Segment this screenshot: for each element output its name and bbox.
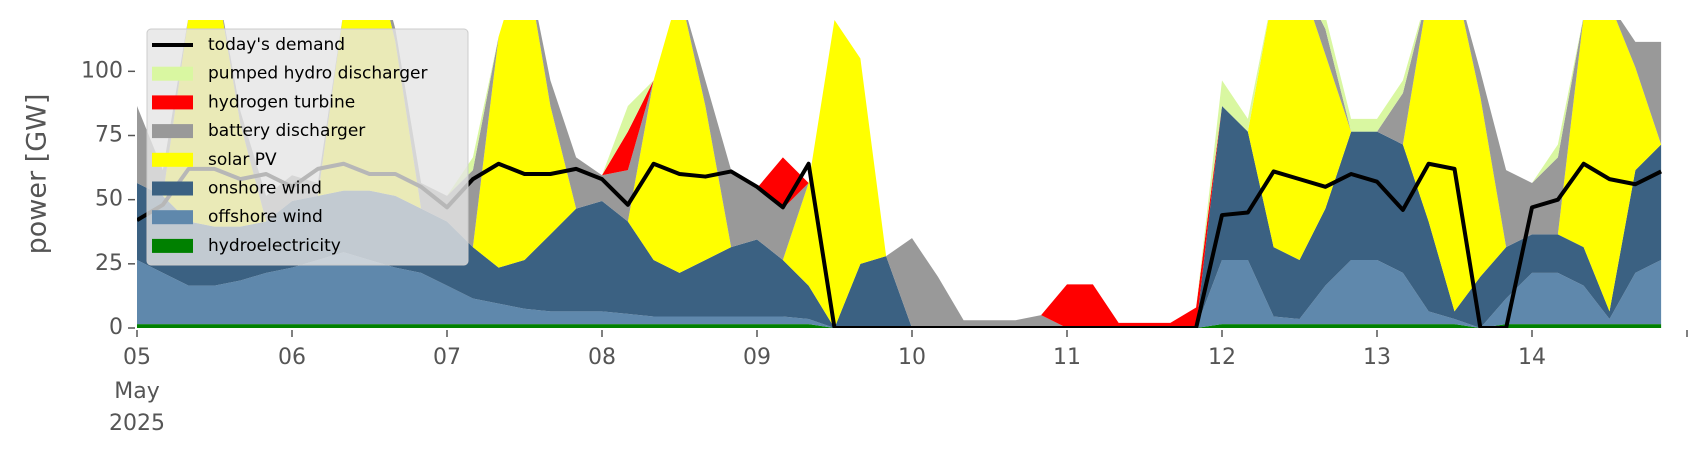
legend-swatch	[152, 238, 193, 253]
legend-label: hydroelectricity	[208, 236, 341, 256]
legend-label: pumped hydro discharger	[208, 64, 427, 84]
x-tick-label: 07	[433, 345, 461, 370]
x-tick-label: 12	[1208, 345, 1236, 370]
legend-label: battery discharger	[208, 121, 365, 141]
legend-label: onshore wind	[208, 179, 322, 199]
legend-swatch	[152, 210, 193, 225]
y-axis-label: power [GW]	[22, 94, 53, 255]
y-tick-label: 0	[109, 315, 123, 340]
legend-box	[146, 28, 469, 266]
x-tick-label: 09	[743, 345, 771, 370]
x-year-label: 2025	[109, 411, 165, 436]
area	[137, 20, 1662, 328]
area	[137, 105, 1662, 328]
area	[137, 20, 1662, 328]
area	[137, 324, 1662, 328]
y-tick-label: 50	[95, 187, 123, 212]
legend-swatch	[152, 66, 193, 81]
legend-swatch	[152, 95, 193, 110]
x-tick-label: 11	[1053, 345, 1081, 370]
legend-swatch	[152, 124, 193, 139]
x-tick-label: 05	[123, 345, 151, 370]
legend: today's demand pumped hydro discharger hyd…	[146, 28, 469, 266]
legend-swatch	[152, 152, 193, 167]
y-tick-label: 25	[95, 251, 123, 276]
y-tick-label: 75	[95, 123, 123, 148]
legend-label: offshore wind	[208, 207, 323, 227]
x-tick-label: 13	[1363, 345, 1391, 370]
x-tick-label: 06	[278, 345, 306, 370]
x-tick-label: 08	[588, 345, 616, 370]
x-tick-label: 10	[898, 345, 926, 370]
legend-label: today's demand	[208, 35, 345, 55]
legend-swatch	[152, 181, 193, 196]
area	[137, 252, 1662, 328]
x-month-label: May	[114, 379, 159, 404]
legend-label: hydrogen turbine	[208, 92, 355, 112]
legend-label: solar PV	[208, 150, 277, 170]
x-tick-label: 14	[1518, 345, 1546, 370]
y-tick-label: 100	[81, 58, 123, 83]
